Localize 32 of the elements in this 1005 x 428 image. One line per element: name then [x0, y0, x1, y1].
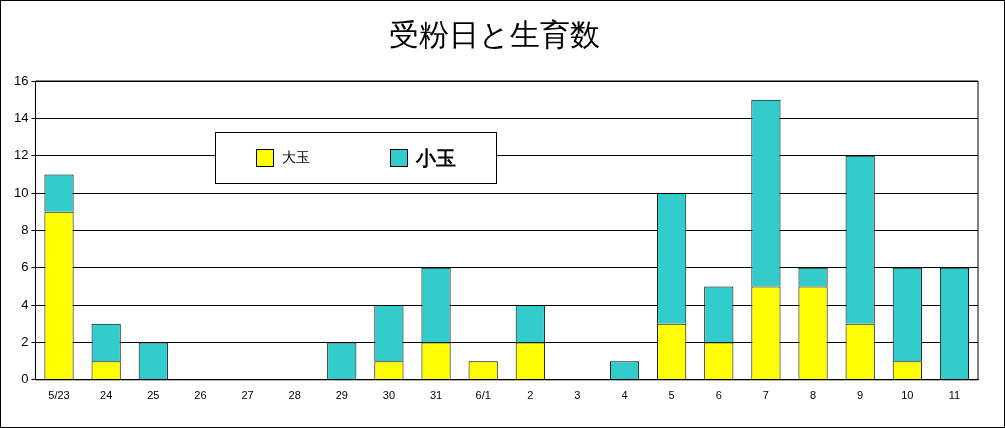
x-tick-label: 2 — [527, 389, 534, 402]
x-tick-label: 25 — [147, 389, 160, 402]
x-tick-label: 10 — [901, 389, 914, 402]
y-tick-label: 0 — [21, 371, 29, 387]
x-tick-label: 29 — [335, 389, 348, 402]
x-tick-label: 3 — [574, 389, 581, 402]
y-tick-label: 4 — [21, 296, 29, 312]
x-tick-label: 9 — [857, 389, 864, 402]
x-tick-label: 30 — [382, 389, 396, 402]
legend-label: 小玉 — [416, 144, 456, 172]
x-tick-label: 24 — [100, 389, 113, 402]
y-tick-label: 2 — [21, 334, 29, 350]
x-tick-label: 28 — [288, 389, 301, 402]
x-tick-label: 8 — [809, 389, 817, 402]
y-tick-label: 16 — [13, 72, 29, 88]
x-tick-label: 26 — [194, 389, 207, 402]
legend-label: 大玉 — [282, 149, 310, 167]
x-tick-label: 27 — [241, 389, 254, 402]
x-tick-label: 11 — [948, 389, 961, 402]
x-tick-label: 6/1 — [475, 389, 491, 402]
x-tick-label: 31 — [429, 389, 443, 402]
y-tick-label: 14 — [13, 109, 29, 125]
y-tick-label: 8 — [21, 221, 29, 237]
x-tick-label: 5/23 — [48, 389, 70, 402]
y-tick-label: 6 — [21, 259, 29, 275]
x-tick-label: 4 — [621, 389, 628, 402]
y-tick-label: 10 — [13, 184, 29, 200]
x-tick-label: 6 — [715, 389, 722, 402]
chart-title: 受粉日と生育数 — [389, 16, 600, 52]
y-tick-label: 12 — [13, 147, 29, 163]
x-tick-label: 5 — [668, 389, 675, 402]
x-tick-label: 7 — [762, 389, 769, 402]
